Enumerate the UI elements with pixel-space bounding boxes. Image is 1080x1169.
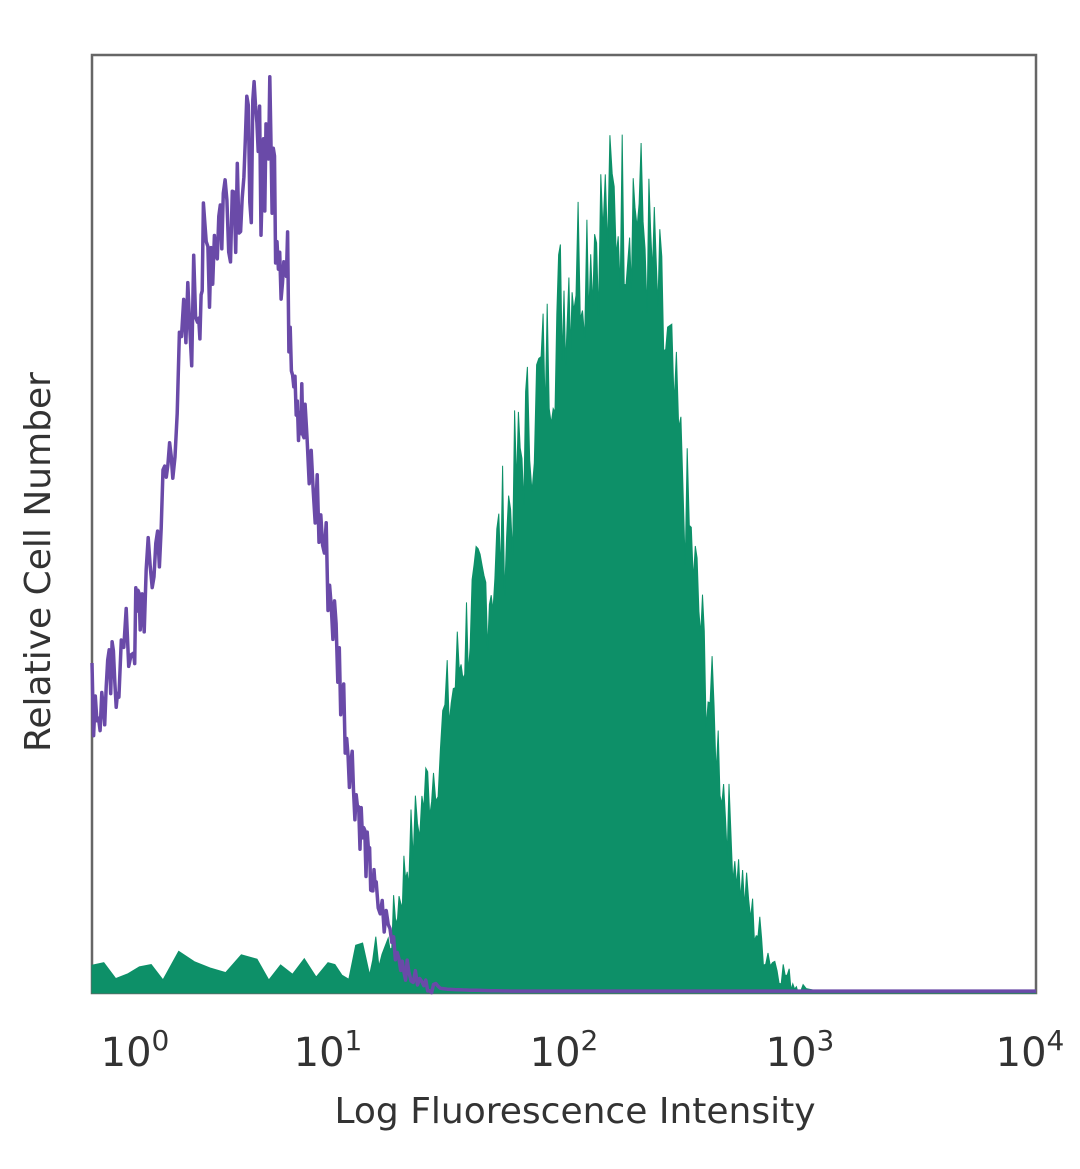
x-tick-base: 10 [530,1030,581,1076]
x-tick-label: 103 [766,1024,835,1076]
x-tick-exponent: 2 [581,1024,599,1057]
x-axis-label: Log Fluorescence Intensity [334,1091,815,1132]
x-tick-label: 101 [294,1024,363,1076]
x-tick-label: 104 [996,1024,1065,1076]
x-tick-exponent: 4 [1047,1024,1065,1057]
series-outline-histogram [90,75,1036,995]
x-tick-base: 10 [101,1030,152,1076]
x-tick-exponent: 3 [817,1024,835,1057]
x-tick-base: 10 [294,1030,345,1076]
y-axis-label: Relative Cell Number [18,372,59,752]
x-tick-label: 100 [101,1024,170,1076]
x-tick-base: 10 [766,1030,817,1076]
x-tick-exponent: 0 [152,1024,170,1057]
x-tick-labels: 100 101 102 103 104 [101,1024,1065,1076]
series-filled-histogram [91,134,1036,994]
series-layer [90,75,1036,995]
x-tick-exponent: 1 [345,1024,363,1057]
x-tick-label: 102 [530,1024,599,1076]
x-tick-base: 10 [996,1030,1047,1076]
